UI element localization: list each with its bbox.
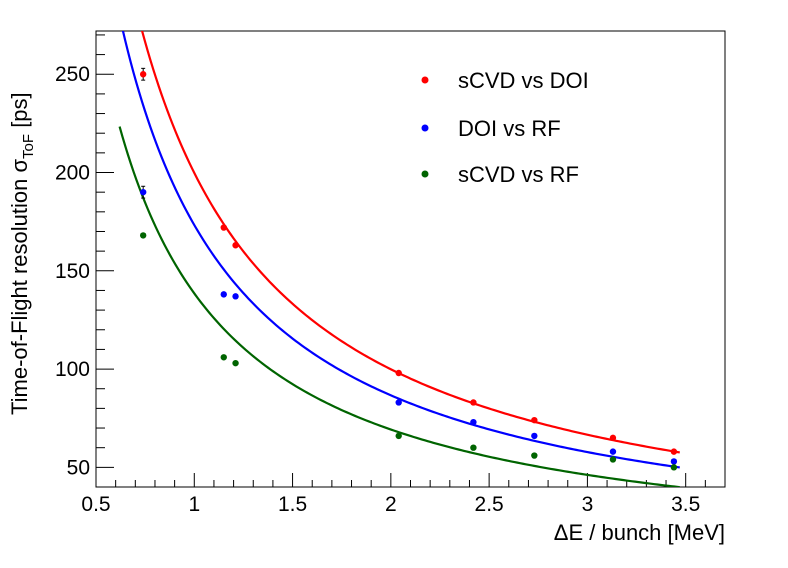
data-point-series-0	[609, 434, 617, 442]
legend-marker-scvd-vs-rf	[421, 170, 429, 178]
data-point-series-2	[395, 432, 402, 440]
data-point-series-2	[470, 444, 477, 451]
y-tick-label: 250	[55, 63, 90, 86]
legend-marker-scvd-vs-doi	[421, 76, 429, 84]
data-point-series-2	[609, 456, 617, 463]
axis-ticks: 0.5 1 1.5 2 2.5 3 3.5 50 100 150 200 250	[55, 34, 726, 516]
data-point-series-0	[531, 416, 538, 424]
data-points	[139, 67, 678, 471]
y-tick-label: 200	[55, 162, 90, 185]
y-axis-title-subscript: ToF	[20, 134, 37, 159]
fit-curve-series-0	[140, 31, 680, 454]
data-point-series-1	[232, 293, 239, 300]
data-point-series-1	[531, 432, 538, 440]
data-point-series-0	[395, 369, 402, 377]
y-axis-title-main: Time-of-Flight resolution σ	[7, 159, 32, 415]
data-point-series-1	[395, 399, 402, 406]
y-axis-title-unit: [ps]	[7, 92, 32, 134]
legend-marker-doi-vs-rf	[421, 124, 429, 132]
y-tick-label: 150	[55, 260, 90, 283]
x-tick-label: 3	[582, 493, 594, 516]
data-point-series-0	[220, 224, 227, 231]
data-point-series-2	[531, 452, 538, 459]
x-tick-label: 0.5	[81, 493, 110, 516]
x-tick-label: 3.5	[671, 493, 700, 516]
data-point-series-2	[220, 354, 227, 361]
data-point-series-2	[670, 464, 678, 471]
data-point-series-1	[470, 418, 477, 426]
data-point-series-2	[232, 359, 239, 367]
x-tick-label: 2.5	[475, 493, 504, 516]
data-point-series-2	[139, 232, 147, 239]
x-tick-label: 1	[188, 493, 200, 516]
data-point-series-0	[670, 448, 678, 455]
data-point-series-0	[470, 399, 477, 406]
data-point-series-0	[139, 71, 147, 78]
fit-curve-series-1	[121, 31, 680, 469]
data-point-series-1	[220, 291, 227, 298]
fit-curves	[118, 31, 680, 487]
data-point-series-1	[670, 458, 678, 465]
legend: sCVD vs DOI DOI vs RF sCVD vs RF	[421, 68, 589, 187]
x-tick-label: 2	[385, 493, 397, 516]
legend-label-scvd-vs-doi: sCVD vs DOI	[458, 68, 589, 93]
data-point-series-1	[139, 188, 147, 196]
x-axis-title: ΔE / bunch [MeV]	[554, 520, 725, 545]
x-tick-label: 1.5	[278, 493, 307, 516]
legend-label-doi-vs-rf: DOI vs RF	[458, 116, 561, 141]
y-tick-label: 50	[67, 456, 90, 479]
data-point-series-0	[232, 242, 239, 249]
data-point-series-1	[609, 448, 617, 455]
fit-curve-series-2	[118, 126, 680, 487]
legend-label-scvd-vs-rf: sCVD vs RF	[458, 162, 579, 187]
y-axis-title: Time-of-Flight resolution σToF [ps]	[7, 92, 37, 415]
plot-frame	[95, 30, 726, 488]
y-tick-label: 100	[55, 358, 90, 381]
